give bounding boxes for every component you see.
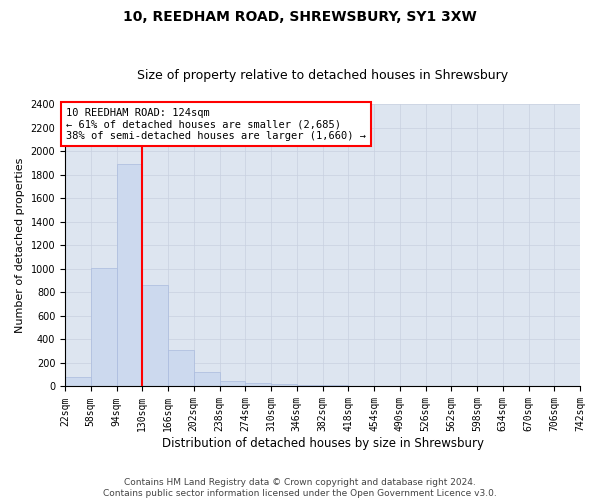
Bar [142, 286, 168, 386]
Title: Size of property relative to detached houses in Shrewsbury: Size of property relative to detached ho… [137, 69, 508, 82]
Y-axis label: Number of detached properties: Number of detached properties [15, 158, 25, 333]
Bar [271, 384, 297, 386]
X-axis label: Distribution of detached houses by size in Shrewsbury: Distribution of detached houses by size … [161, 437, 484, 450]
Bar [91, 268, 116, 386]
Bar [194, 372, 220, 386]
Bar [168, 350, 194, 387]
Bar [65, 377, 91, 386]
Text: 10 REEDHAM ROAD: 124sqm
← 61% of detached houses are smaller (2,685)
38% of semi: 10 REEDHAM ROAD: 124sqm ← 61% of detache… [66, 108, 366, 140]
Bar [245, 383, 271, 386]
Bar [220, 381, 245, 386]
Text: Contains HM Land Registry data © Crown copyright and database right 2024.
Contai: Contains HM Land Registry data © Crown c… [103, 478, 497, 498]
Bar [297, 384, 323, 386]
Bar [116, 164, 142, 386]
Text: 10, REEDHAM ROAD, SHREWSBURY, SY1 3XW: 10, REEDHAM ROAD, SHREWSBURY, SY1 3XW [123, 10, 477, 24]
